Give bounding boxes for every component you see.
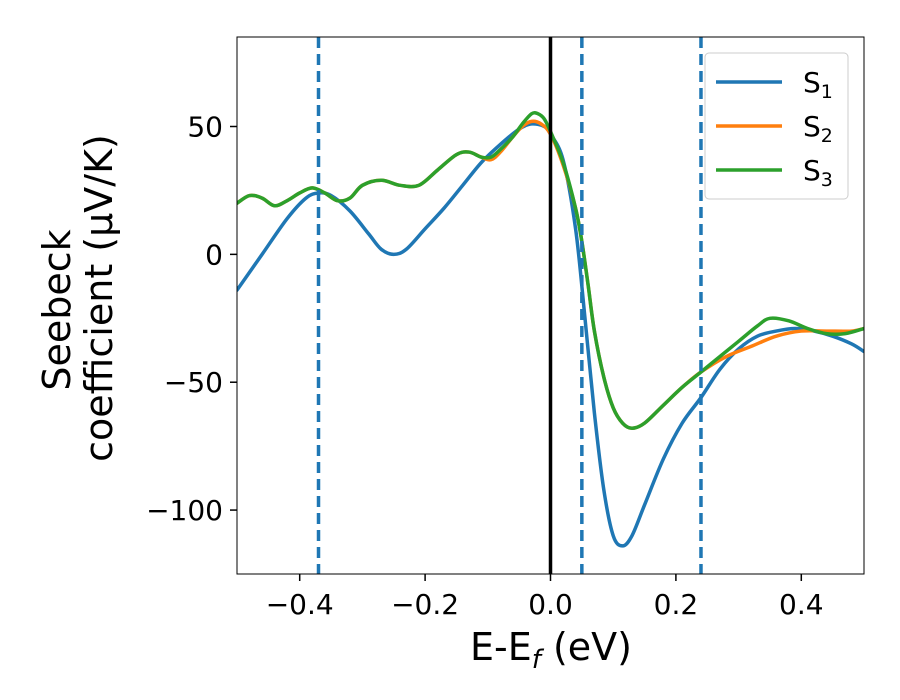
x-tick-label: 0.0 — [528, 588, 573, 621]
y-axis-label: Seebeck coefficient (μV/K) — [35, 134, 121, 462]
y-axis-label-line1: Seebeck — [35, 229, 79, 390]
x-tick-label: −0.4 — [266, 588, 334, 621]
legend-label-s1: S1 — [803, 66, 833, 103]
plot-area — [237, 37, 864, 574]
x-axis: −0.4 −0.2 0.0 0.2 0.4 — [266, 574, 824, 621]
x-axis-label: E-Ef (eV) — [470, 625, 632, 675]
series-line-s3 — [237, 110, 864, 430]
x-tick-label: 0.2 — [654, 588, 699, 621]
y-tick-label: −50 — [164, 366, 223, 399]
y-tick-label: −100 — [146, 494, 223, 527]
x-axis-label-main: E-E — [470, 625, 532, 669]
legend-label-s2: S2 — [803, 110, 833, 147]
y-axis-label-line2: coefficient (μV/K) — [77, 134, 121, 462]
y-tick-label: 50 — [187, 111, 223, 144]
x-tick-label: 0.4 — [779, 588, 824, 621]
legend-label-s3: S3 — [803, 154, 833, 191]
y-axis: 50 0 −50 −100 — [146, 111, 237, 527]
x-tick-label: −0.2 — [391, 588, 459, 621]
y-tick-label: 0 — [205, 238, 223, 271]
x-axis-label-unit: (eV) — [541, 625, 632, 669]
legend: S1 S2 S3 — [704, 52, 849, 200]
